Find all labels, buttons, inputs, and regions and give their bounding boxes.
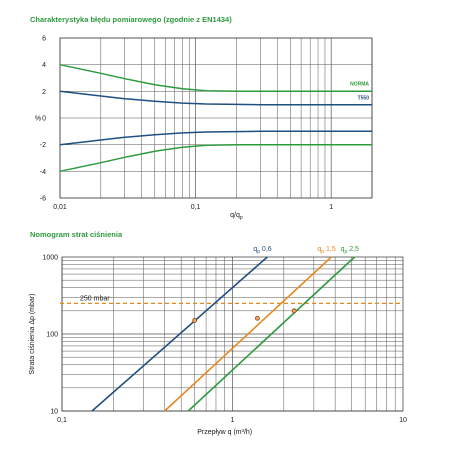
x-tick-label: 1: [231, 417, 235, 424]
y-tick-label: 6: [42, 36, 46, 43]
operating-point-marker: [255, 315, 260, 321]
series-label-t550: T550: [358, 96, 370, 102]
nomogram-line-qp-0-6: [91, 256, 268, 412]
y-tick-label: -2: [40, 142, 46, 149]
x-tick-label: 0,01: [53, 204, 67, 211]
error-curve: [59, 130, 372, 146]
operating-point-marker: [291, 308, 297, 314]
error-curve: [59, 90, 372, 106]
y-axis-label: %: [35, 116, 41, 123]
x-axis-label: Przepływ q (m³/h): [197, 429, 252, 436]
error-chart-title: Charakterystyka błędu pomiarowego (zgodn…: [30, 15, 232, 24]
x-tick-label: 10: [399, 417, 407, 424]
y-tick-label: 2: [42, 89, 46, 96]
x-axis-label: q/qp: [230, 212, 243, 221]
reference-line-label: 250 mbar: [80, 295, 110, 302]
error-curve: [59, 63, 372, 93]
y-tick-label: 1000: [42, 255, 58, 262]
series-label-norma: NORMA: [350, 81, 369, 87]
y-tick-label: -6: [40, 196, 46, 203]
series-label-qp: qp 0,6: [253, 246, 271, 255]
y-tick-label: 10: [50, 409, 58, 416]
x-tick-label: 0,1: [57, 417, 67, 424]
y-tick-label: -4: [40, 169, 46, 176]
x-tick-label: 0,1: [191, 204, 201, 211]
y-tick-label: 4: [42, 62, 46, 69]
nomogram-line-qp-2-5: [187, 256, 356, 412]
nomogram-title: Nomogram strat ciśnienia: [30, 230, 123, 239]
error-curve: [59, 143, 372, 173]
x-tick-label: 1: [329, 204, 333, 211]
operating-point-marker: [192, 318, 198, 323]
series-label-qp: qp 1,5: [317, 246, 335, 255]
y-tick-label: 100: [46, 332, 58, 339]
nomogram-line-qp-1-5: [164, 256, 332, 412]
y-tick-label: 0: [42, 116, 46, 123]
y-axis-label: Strata ciśnienia Δp (mbar): [29, 294, 36, 375]
series-label-qp: qp 2,5: [341, 246, 359, 255]
plot-frame: [61, 256, 404, 412]
plot-frame: [59, 37, 373, 199]
